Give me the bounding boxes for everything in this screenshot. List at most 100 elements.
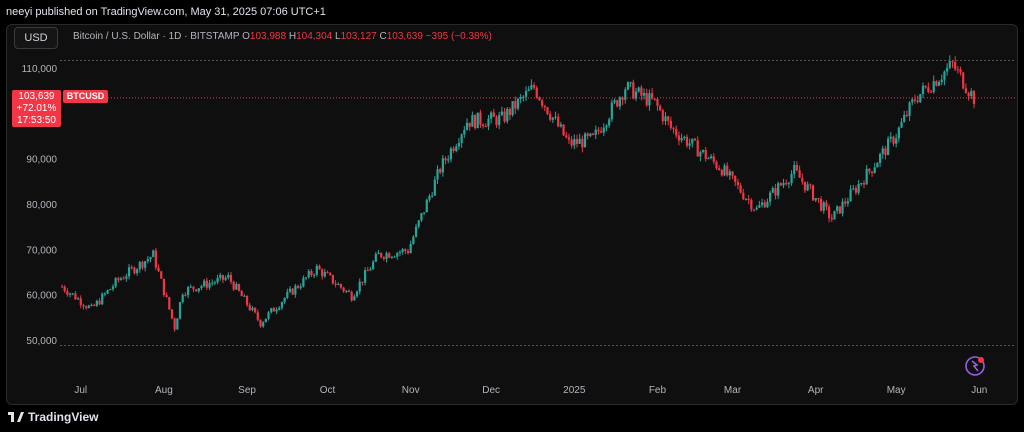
candle-body xyxy=(195,289,198,292)
candle-body xyxy=(691,138,694,144)
candle-body xyxy=(704,150,707,159)
candle-body xyxy=(675,129,678,136)
candle-body xyxy=(283,297,286,303)
currency-button[interactable]: USD xyxy=(14,27,58,49)
candle-body xyxy=(262,322,265,327)
candle-body xyxy=(897,127,900,139)
candle-body xyxy=(921,85,925,94)
candle-body xyxy=(245,295,249,305)
candle-body xyxy=(106,290,109,294)
candle-body xyxy=(240,290,243,297)
candle-body xyxy=(237,284,241,291)
candle-body xyxy=(101,293,104,305)
candle-body xyxy=(908,102,911,116)
candle-body xyxy=(270,308,273,313)
brand-name: TradingView xyxy=(28,410,99,424)
candle-body xyxy=(707,158,710,160)
high-value: 104,304 xyxy=(296,31,333,42)
candle-body xyxy=(878,153,882,164)
change-value: −395 (−0.38%) xyxy=(425,31,492,42)
candle-body xyxy=(943,71,946,80)
candle-body xyxy=(345,290,348,292)
candle-body xyxy=(549,114,552,120)
candle-body xyxy=(734,175,737,183)
x-tick-label: Oct xyxy=(320,385,336,396)
candle-body xyxy=(524,90,528,97)
bar-countdown: 17:53:50 xyxy=(17,115,56,126)
candle-body xyxy=(350,291,353,301)
candle-body xyxy=(256,312,259,320)
candle-body xyxy=(849,189,852,202)
tradingview-logo[interactable]: TradingView xyxy=(8,410,98,424)
candle-body xyxy=(511,101,514,115)
candle-body xyxy=(656,98,659,106)
candle-body xyxy=(747,198,750,200)
candle-body xyxy=(133,267,136,274)
candle-body xyxy=(189,286,192,288)
candle-body xyxy=(790,174,793,184)
candle-body xyxy=(750,199,753,210)
candle-body xyxy=(648,93,651,106)
candle-body xyxy=(828,206,831,219)
candle-body xyxy=(90,304,93,306)
x-tick-label: Jul xyxy=(74,385,87,396)
candle-body xyxy=(895,138,898,144)
close-label: C xyxy=(379,31,387,42)
candle-body xyxy=(809,184,812,186)
candle-body xyxy=(329,273,332,275)
candle-body xyxy=(227,274,230,278)
candle-body xyxy=(618,97,622,107)
candle-body xyxy=(785,183,788,185)
candle-body xyxy=(414,226,418,237)
low-label: L xyxy=(335,31,341,42)
candle-body xyxy=(640,87,643,96)
candle-body xyxy=(393,256,396,258)
candle-body xyxy=(811,185,815,201)
candle-body xyxy=(71,293,74,295)
candle-body xyxy=(731,171,734,176)
candle-body xyxy=(452,148,455,152)
candle-body xyxy=(774,188,777,196)
candle-body xyxy=(310,271,313,276)
candle-body xyxy=(398,251,402,253)
candle-body xyxy=(315,265,318,275)
candle-body xyxy=(669,120,672,128)
y-tick-label: 110,000 xyxy=(22,64,58,75)
candle-body xyxy=(331,274,335,284)
candle-body xyxy=(251,307,254,311)
x-tick-label: Nov xyxy=(402,385,420,396)
candle-body xyxy=(841,201,844,214)
candle-body xyxy=(629,82,632,84)
candle-body xyxy=(806,184,809,191)
candle-body xyxy=(645,92,648,106)
candle-body xyxy=(361,281,364,283)
candle-body xyxy=(683,136,686,139)
candle-body xyxy=(203,280,206,287)
candle-body xyxy=(85,306,88,308)
candle-body xyxy=(527,89,530,91)
candle-body xyxy=(473,115,477,129)
candle-body xyxy=(288,288,292,292)
candle-body xyxy=(889,136,892,139)
candle-body xyxy=(742,192,745,200)
close-value: 103,639 xyxy=(386,31,423,42)
candle-body xyxy=(798,170,801,178)
candle-body xyxy=(672,127,675,130)
candle-body xyxy=(146,259,149,262)
candle-body xyxy=(712,156,715,162)
candle-body xyxy=(441,158,444,173)
candle-body xyxy=(535,87,538,98)
candle-body xyxy=(927,87,930,92)
candle-body xyxy=(570,139,573,146)
candle-body xyxy=(516,98,520,109)
candle-body xyxy=(449,148,453,160)
candle-body xyxy=(463,129,466,135)
candlestick-series xyxy=(60,55,976,332)
candle-body xyxy=(208,283,211,288)
candle-body xyxy=(967,92,970,97)
candle-body xyxy=(98,300,101,305)
x-tick-label: Aug xyxy=(155,385,173,396)
candle-body xyxy=(688,143,691,146)
replay-icon[interactable] xyxy=(965,356,985,376)
